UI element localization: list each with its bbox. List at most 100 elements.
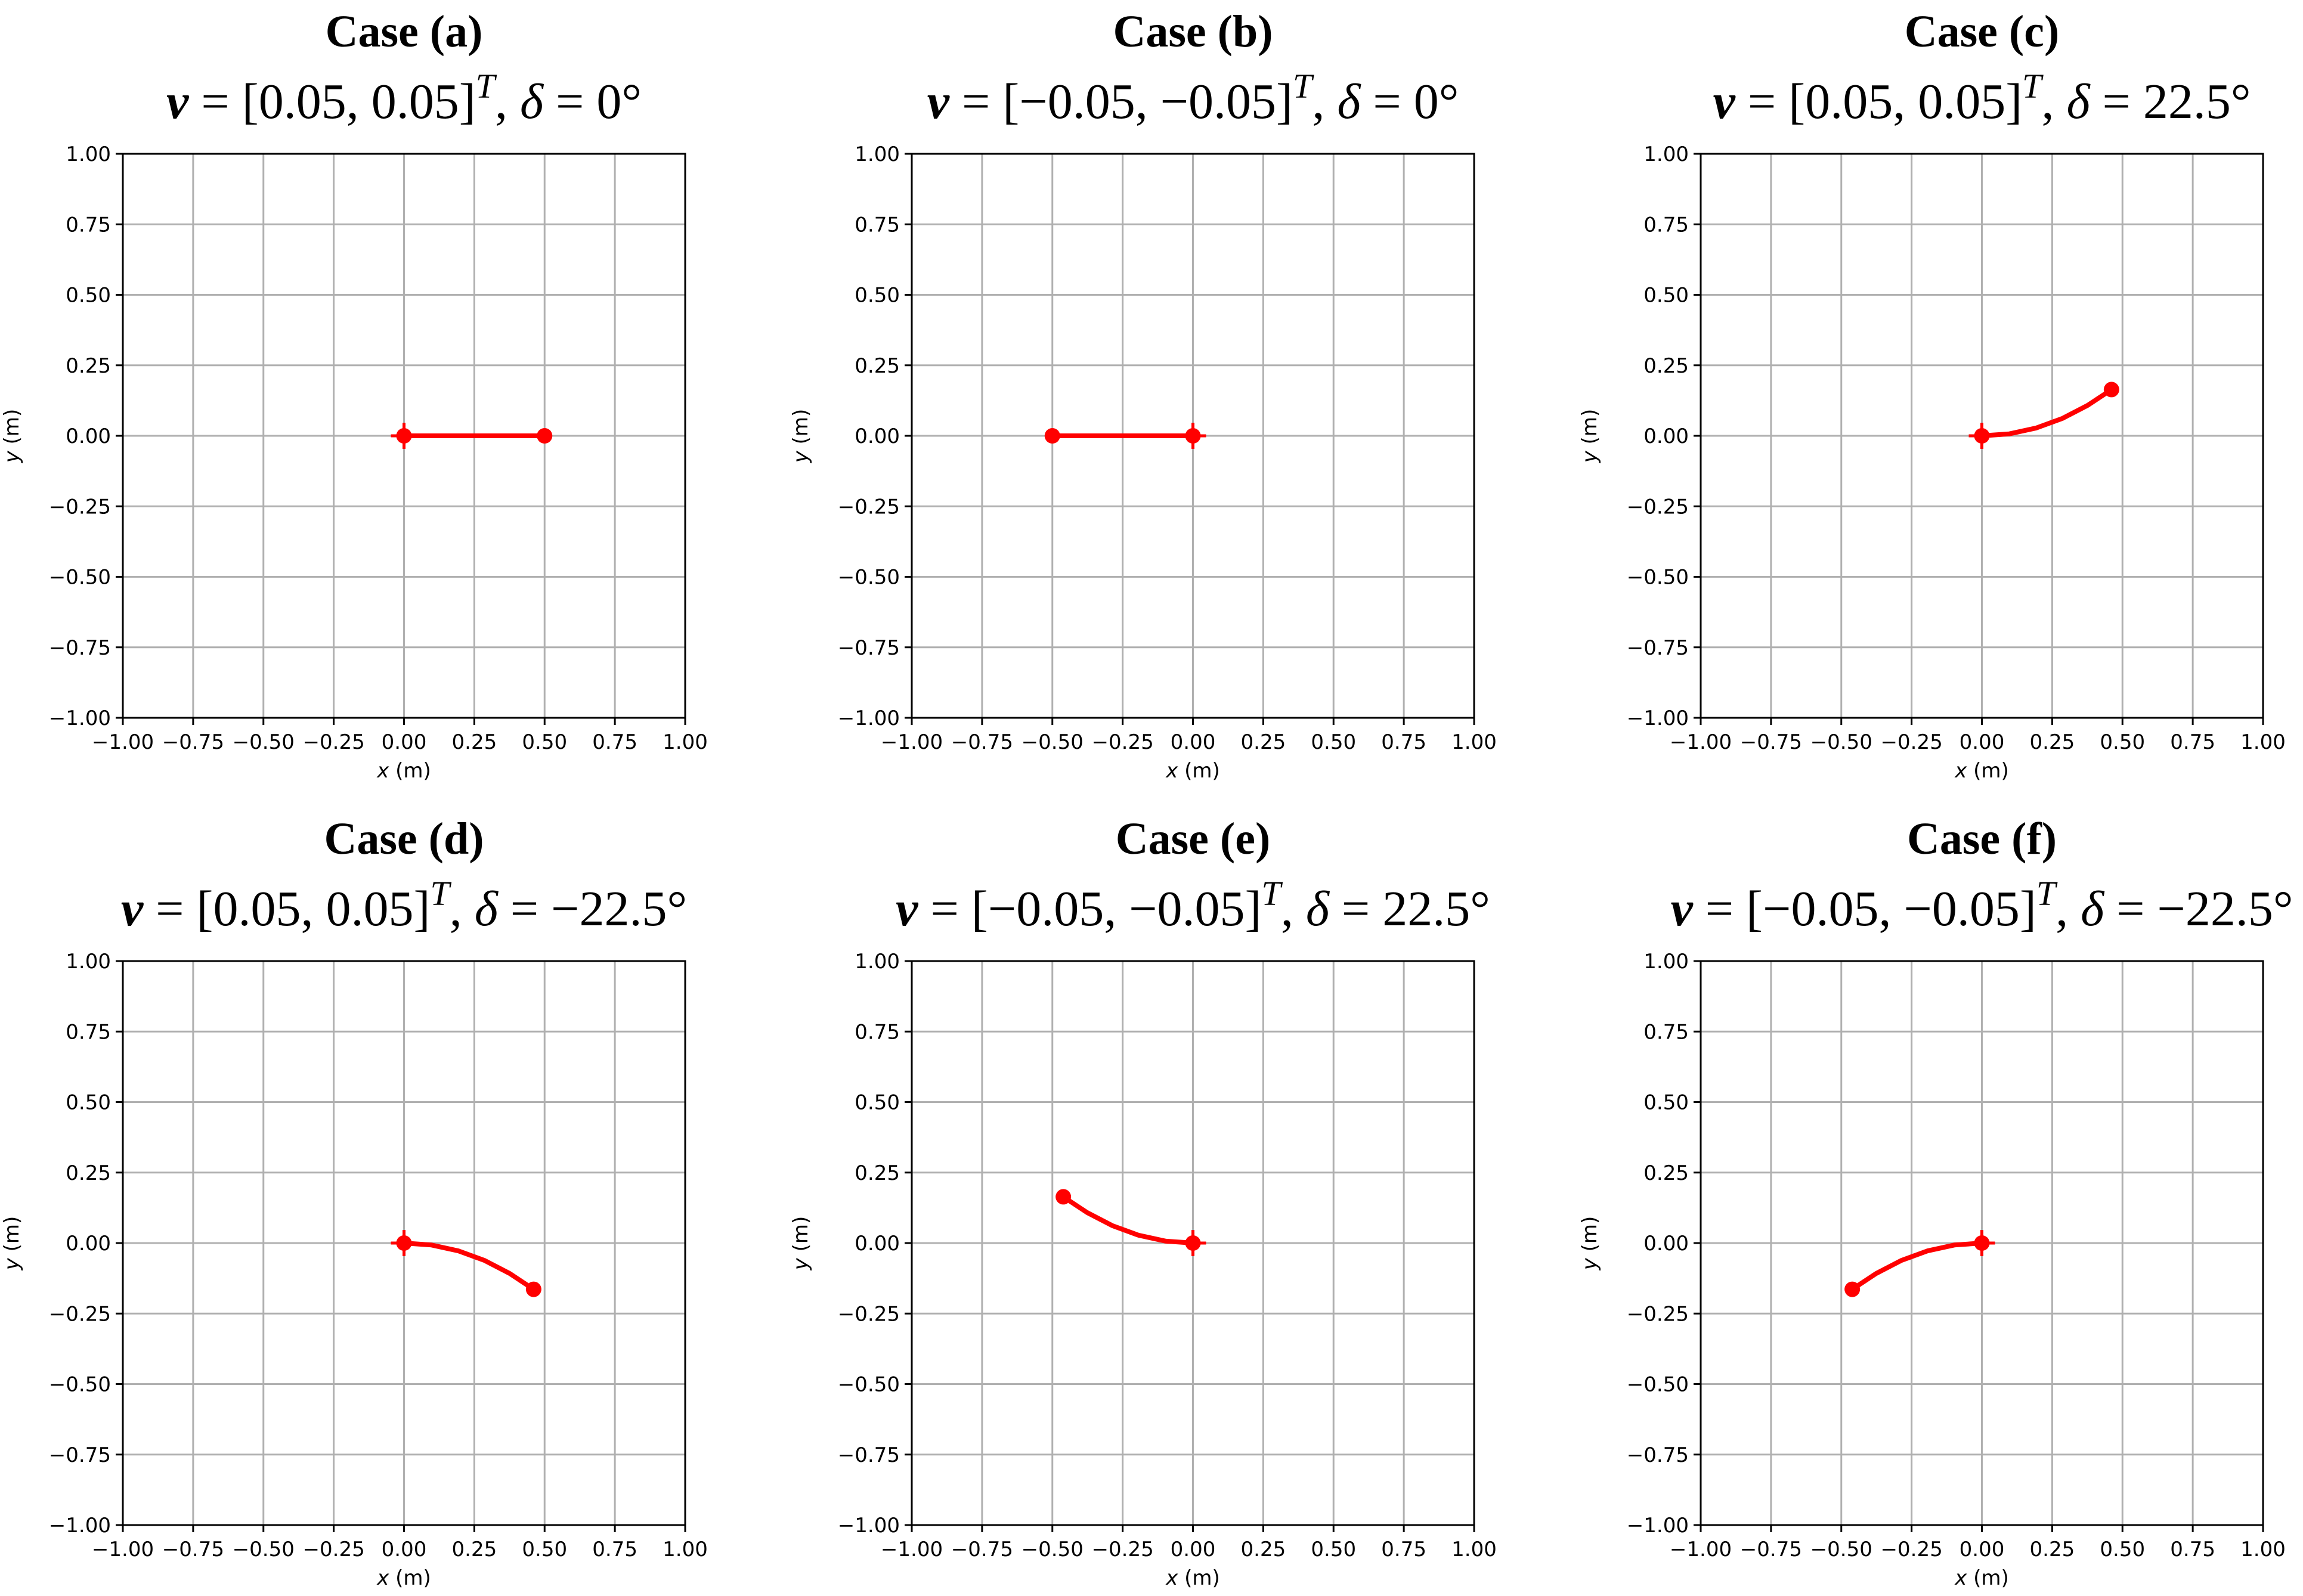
y-tick-label: −1.00 (49, 1514, 111, 1538)
start-point-marker (391, 1230, 417, 1256)
x-tick-label: −0.50 (233, 730, 295, 754)
subplot-6: Case (f) v = [−0.05, −0.05]T, δ = −22.5° −… (1578, 814, 2293, 1590)
x-tick-label: 0.50 (522, 730, 567, 754)
x-tick-label: −0.25 (303, 730, 365, 754)
end-point-marker (525, 1281, 541, 1297)
subplot-2: Case (b) v = [−0.05, −0.05]T, δ = 0° −1.00… (789, 7, 1497, 783)
x-tick-label: −0.75 (1740, 730, 1802, 754)
subplot-1: Case (a) v = [0.05, 0.05]T, δ = 0° −1.00−1… (0, 7, 708, 783)
subplot-title: Case (a) (326, 7, 483, 57)
y-axis-label: y (m) (789, 1216, 813, 1271)
end-point-marker (1044, 428, 1060, 444)
x-tick-label: 0.00 (1171, 1538, 1216, 1561)
y-tick-label: −0.50 (838, 566, 900, 590)
x-tick-label: −1.00 (92, 1538, 154, 1561)
y-tick-label: 0.50 (66, 1091, 111, 1115)
y-tick-label: −1.00 (49, 706, 111, 730)
x-tick-label: 0.00 (1960, 1538, 2005, 1561)
x-tick-label: −0.25 (1881, 730, 1943, 754)
y-tick-label: −1.00 (838, 706, 900, 730)
subplot-title: Case (f) (1907, 814, 2057, 864)
y-tick-label: 0.75 (1643, 1020, 1689, 1044)
x-tick-label: −0.75 (951, 730, 1013, 754)
subplot-subtitle: v = [0.05, 0.05]T, δ = 22.5° (1713, 67, 2251, 129)
y-tick-label: −0.50 (49, 1373, 111, 1397)
subplot-subtitle: v = [−0.05, −0.05]T, δ = −22.5° (1670, 874, 2293, 937)
y-axis-label: y (m) (0, 409, 24, 464)
x-tick-label: 1.00 (2240, 730, 2286, 754)
x-tick-label: 0.00 (1171, 730, 1216, 754)
x-tick-label: 1.00 (1451, 1538, 1497, 1561)
y-tick-label: 0.75 (66, 1020, 111, 1044)
x-tick-label: 0.75 (2170, 1538, 2215, 1561)
x-tick-label: −0.50 (1810, 1538, 1872, 1561)
y-tick-label: −1.00 (1627, 706, 1689, 730)
y-tick-label: 0.50 (1643, 284, 1689, 308)
y-tick-label: −0.75 (838, 636, 900, 660)
x-axis-label: x (m) (376, 759, 431, 783)
x-tick-label: 0.50 (1311, 730, 1356, 754)
x-tick-label: −1.00 (881, 730, 943, 754)
y-tick-label: 0.25 (855, 1161, 900, 1185)
x-tick-label: 0.50 (1311, 1538, 1356, 1561)
x-tick-label: 0.50 (2100, 730, 2145, 754)
y-tick-label: 0.00 (1643, 1232, 1689, 1256)
y-tick-label: −0.75 (1627, 1443, 1689, 1467)
y-tick-label: −0.25 (49, 495, 111, 519)
x-tick-label: 1.00 (1451, 730, 1497, 754)
x-tick-label: 0.75 (1381, 730, 1426, 754)
y-tick-label: −1.00 (1627, 1514, 1689, 1538)
x-tick-label: 0.00 (1960, 730, 2005, 754)
subplot-5: Case (e) v = [−0.05, −0.05]T, δ = 22.5° −1… (789, 814, 1497, 1590)
y-tick-label: −0.25 (1627, 495, 1689, 519)
y-tick-label: −0.75 (49, 1443, 111, 1467)
y-axis-label: y (m) (1578, 409, 1602, 464)
x-tick-label: 0.50 (522, 1538, 567, 1561)
y-tick-label: 1.00 (855, 950, 900, 974)
x-tick-label: −0.25 (1092, 1538, 1154, 1561)
y-tick-label: −0.25 (838, 495, 900, 519)
x-tick-label: 0.25 (1241, 730, 1286, 754)
x-tick-label: −1.00 (1670, 730, 1732, 754)
y-tick-label: −0.25 (1627, 1302, 1689, 1326)
y-tick-label: −0.50 (1627, 1373, 1689, 1397)
y-tick-label: 0.50 (1643, 1091, 1689, 1115)
end-point-marker (1844, 1281, 1861, 1297)
start-point-marker (1968, 423, 1995, 449)
trajectory-line (1061, 1194, 1196, 1245)
subplot-subtitle: v = [−0.05, −0.05]T, δ = 22.5° (896, 874, 1490, 937)
subplot-title: Case (b) (1113, 7, 1273, 57)
y-tick-label: −0.75 (838, 1443, 900, 1467)
x-tick-label: 0.25 (2030, 1538, 2075, 1561)
y-tick-label: −0.25 (49, 1302, 111, 1326)
y-axis-label: y (m) (789, 409, 813, 464)
y-tick-label: 0.00 (855, 424, 900, 448)
y-tick-label: −0.50 (49, 566, 111, 590)
x-tick-label: 0.25 (2030, 730, 2075, 754)
x-axis-label: x (m) (1954, 1566, 2009, 1590)
y-tick-label: 0.50 (855, 1091, 900, 1115)
x-tick-label: −0.25 (303, 1538, 365, 1561)
trajectory-line (1850, 1241, 1985, 1292)
x-tick-label: 0.75 (592, 1538, 637, 1561)
y-tick-label: 1.00 (855, 142, 900, 166)
y-tick-label: −0.50 (838, 1373, 900, 1397)
subplot-subtitle: v = [0.05, 0.05]T, δ = 0° (166, 67, 642, 129)
x-tick-label: 0.00 (382, 1538, 427, 1561)
x-tick-label: −0.75 (1740, 1538, 1802, 1561)
x-tick-label: 0.75 (2170, 730, 2215, 754)
y-tick-label: 1.00 (66, 142, 111, 166)
y-axis-label: y (m) (1578, 1216, 1602, 1271)
end-point-marker (537, 428, 553, 444)
y-axis-label: y (m) (0, 1216, 24, 1271)
y-tick-label: −0.50 (1627, 566, 1689, 590)
y-tick-label: 0.25 (1643, 354, 1689, 378)
y-tick-label: 0.25 (66, 1161, 111, 1185)
subplot-title: Case (c) (1905, 7, 2060, 57)
x-axis-label: x (m) (1165, 759, 1220, 783)
start-point-marker (1180, 423, 1206, 449)
trajectory-line (401, 1241, 536, 1292)
x-tick-label: 0.75 (592, 730, 637, 754)
x-axis-label: x (m) (1165, 1566, 1220, 1590)
